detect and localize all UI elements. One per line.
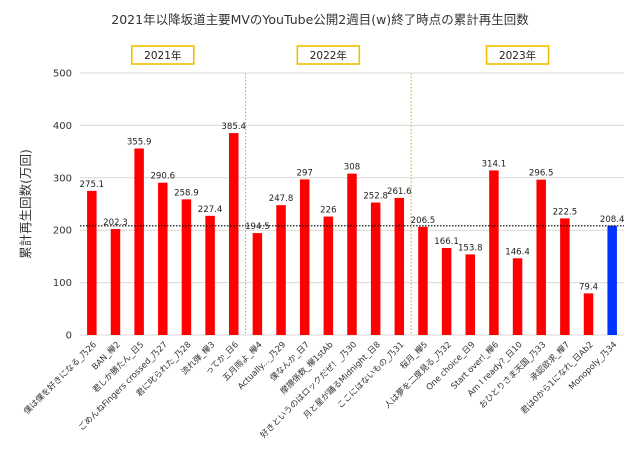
data-label: 194.5 bbox=[245, 222, 270, 232]
y-tick-label: 0 bbox=[66, 331, 72, 342]
bar bbox=[252, 233, 263, 335]
bar bbox=[347, 173, 357, 335]
x-tick-label: 僕は僕を好きになる_乃26 bbox=[21, 339, 98, 416]
data-label: 314.1 bbox=[482, 159, 507, 169]
bar bbox=[607, 225, 617, 335]
y-tick-label: 100 bbox=[53, 278, 72, 289]
year-label: 2021年 bbox=[144, 49, 181, 62]
bar bbox=[299, 179, 310, 335]
data-label: 385.4 bbox=[221, 122, 246, 132]
year-label: 2023年 bbox=[499, 49, 536, 62]
bar bbox=[323, 216, 334, 335]
chart-title: 2021年以降坂道主要MVのYouTube公開2週目(w)終了時点の累計再生回数 bbox=[111, 12, 529, 27]
bar bbox=[583, 293, 594, 335]
year-label-box bbox=[485, 45, 550, 65]
y-axis-label: 累計再生回数(万回) bbox=[18, 149, 33, 259]
data-label: 296.5 bbox=[529, 169, 554, 179]
bar bbox=[536, 179, 546, 335]
bar bbox=[465, 254, 476, 335]
bar bbox=[489, 170, 499, 335]
data-label: 261.6 bbox=[387, 187, 412, 197]
bar bbox=[370, 202, 381, 335]
data-label: 247.8 bbox=[269, 194, 294, 204]
bar bbox=[158, 182, 168, 335]
year-label: 2022年 bbox=[310, 49, 347, 62]
bar bbox=[181, 199, 192, 335]
year-separators bbox=[245, 73, 412, 335]
data-label: 308 bbox=[344, 163, 360, 173]
bar bbox=[394, 197, 405, 335]
year-label-box bbox=[130, 45, 195, 65]
bar bbox=[441, 247, 452, 335]
data-label: 355.9 bbox=[127, 138, 152, 148]
data-label: 252.8 bbox=[363, 192, 388, 202]
bar bbox=[418, 226, 428, 335]
bar bbox=[110, 228, 121, 335]
bar bbox=[205, 215, 215, 335]
bar bbox=[228, 133, 239, 335]
y-tick-label: 500 bbox=[53, 69, 72, 80]
y-tick-label: 400 bbox=[53, 121, 72, 132]
bar bbox=[276, 205, 286, 335]
data-label: 297 bbox=[296, 168, 312, 178]
data-label: 79.4 bbox=[579, 282, 598, 292]
year-labels: 2021年 2022年 2023年 bbox=[130, 45, 550, 65]
category-labels: 僕は僕を好きになる_乃26BAN_欅2君しか勝たん_日5ごめんねFingers … bbox=[21, 339, 618, 439]
bars bbox=[87, 133, 617, 335]
year-label-box bbox=[296, 45, 361, 65]
y-tick-label: 200 bbox=[53, 226, 72, 237]
data-label: 227.4 bbox=[198, 205, 223, 215]
bar bbox=[134, 148, 144, 335]
data-label: 275.1 bbox=[80, 180, 105, 190]
data-label: 208.4 bbox=[600, 215, 625, 225]
bar bbox=[512, 258, 523, 335]
data-label: 206.5 bbox=[411, 216, 436, 226]
bar bbox=[87, 190, 97, 335]
data-label: 202.3 bbox=[103, 218, 128, 228]
data-label: 166.1 bbox=[434, 237, 459, 247]
value-labels: 275.1 202.3 355.9 290.6 258.9 227.4 385.4 194.5… bbox=[80, 122, 625, 292]
bar bbox=[560, 218, 570, 335]
y-axis-ticks: 0 100 200 300 400 500 bbox=[53, 69, 72, 342]
data-label: 222.5 bbox=[553, 207, 578, 217]
data-label: 153.8 bbox=[458, 243, 483, 253]
data-label: 146.4 bbox=[505, 247, 530, 257]
data-label: 290.6 bbox=[150, 172, 175, 182]
data-label: 226 bbox=[320, 206, 336, 216]
y-tick-label: 300 bbox=[53, 173, 72, 184]
data-label: 258.9 bbox=[174, 188, 199, 198]
